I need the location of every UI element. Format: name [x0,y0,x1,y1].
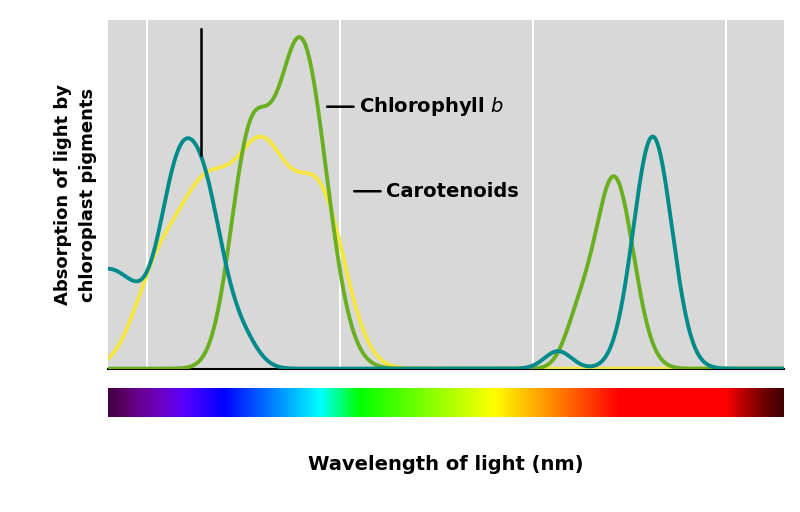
X-axis label: Wavelength of light (nm): Wavelength of light (nm) [308,455,584,474]
Text: Chlorophyll $b$: Chlorophyll $b$ [327,95,505,118]
Y-axis label: Absorption of light by
chloroplast pigments: Absorption of light by chloroplast pigme… [54,84,97,305]
Text: Carotenoids: Carotenoids [354,182,519,201]
